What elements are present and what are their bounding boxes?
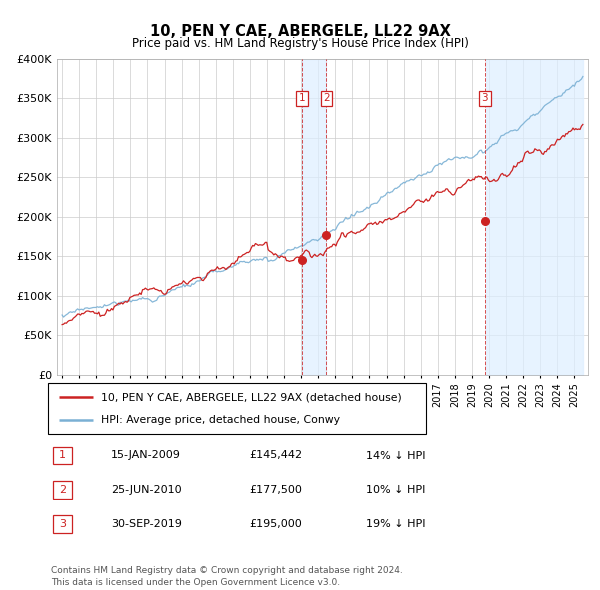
- Text: 3: 3: [59, 519, 66, 529]
- Text: £177,500: £177,500: [249, 485, 302, 494]
- Text: 14% ↓ HPI: 14% ↓ HPI: [366, 451, 425, 460]
- Text: HPI: Average price, detached house, Conwy: HPI: Average price, detached house, Conw…: [101, 415, 340, 425]
- FancyBboxPatch shape: [53, 515, 72, 533]
- Text: 15-JAN-2009: 15-JAN-2009: [111, 451, 181, 460]
- Text: 30-SEP-2019: 30-SEP-2019: [111, 519, 182, 529]
- Text: 10, PEN Y CAE, ABERGELE, LL22 9AX: 10, PEN Y CAE, ABERGELE, LL22 9AX: [149, 24, 451, 38]
- Text: £145,442: £145,442: [249, 451, 302, 460]
- Text: 2: 2: [323, 93, 330, 103]
- Text: Contains HM Land Registry data © Crown copyright and database right 2024.
This d: Contains HM Land Registry data © Crown c…: [51, 566, 403, 587]
- Text: Price paid vs. HM Land Registry's House Price Index (HPI): Price paid vs. HM Land Registry's House …: [131, 37, 469, 50]
- Text: 19% ↓ HPI: 19% ↓ HPI: [366, 519, 425, 529]
- Text: £195,000: £195,000: [249, 519, 302, 529]
- Text: 3: 3: [481, 93, 488, 103]
- Text: 1: 1: [59, 451, 66, 460]
- FancyBboxPatch shape: [53, 481, 72, 499]
- Text: 25-JUN-2010: 25-JUN-2010: [111, 485, 182, 494]
- FancyBboxPatch shape: [48, 384, 426, 434]
- Text: 10, PEN Y CAE, ABERGELE, LL22 9AX (detached house): 10, PEN Y CAE, ABERGELE, LL22 9AX (detac…: [101, 392, 401, 402]
- Text: 2: 2: [59, 485, 66, 494]
- Text: 10% ↓ HPI: 10% ↓ HPI: [366, 485, 425, 494]
- FancyBboxPatch shape: [53, 447, 72, 464]
- Text: 1: 1: [299, 93, 305, 103]
